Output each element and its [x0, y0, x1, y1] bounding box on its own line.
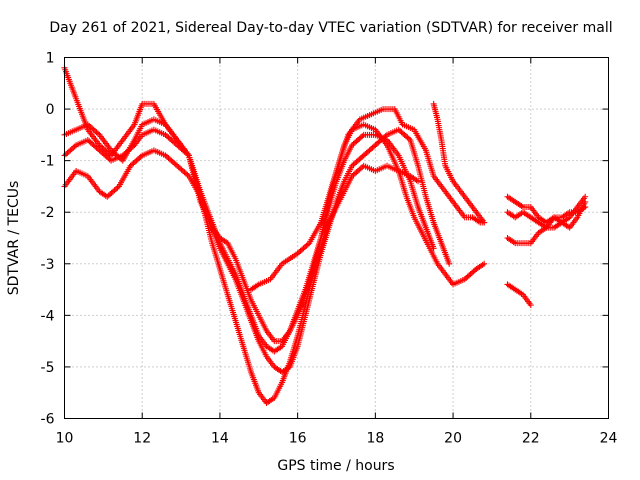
series-track-4	[61, 147, 422, 407]
y-tick-label: -5	[41, 360, 55, 376]
plot-frame	[64, 57, 609, 419]
y-axis-label: SDTVAR / TECUs	[6, 181, 22, 296]
x-tick-label: 22	[522, 431, 540, 447]
x-tick-label: 24	[600, 431, 618, 447]
x-tick-label: 12	[133, 431, 151, 447]
series-track-6	[430, 100, 488, 226]
series-track-7	[504, 281, 534, 309]
x-tick-label: 18	[366, 431, 384, 447]
data-point	[430, 245, 437, 252]
data-markers	[61, 64, 589, 407]
y-tick-label: -3	[41, 257, 55, 273]
y-tick-label: -4	[41, 308, 55, 324]
y-tick-label: -2	[41, 205, 55, 221]
grid-lines	[64, 57, 609, 419]
x-tick-label: 16	[289, 431, 307, 447]
y-tick-label: -1	[41, 154, 55, 170]
chart-title: Day 261 of 2021, Sidereal Day-to-day VTE…	[49, 20, 612, 36]
x-tick-label: 20	[444, 431, 462, 447]
series-track-5	[248, 106, 488, 293]
series-track-3	[61, 126, 453, 376]
series-track-1	[61, 64, 488, 355]
data-point	[481, 260, 488, 267]
y-tick-label: 0	[46, 102, 55, 118]
y-tick-labels: -6 -5 -4 -3 -2 -1 0 1	[41, 51, 55, 428]
data-point	[582, 193, 589, 200]
data-point	[582, 204, 589, 211]
y-tick-label: 1	[46, 51, 55, 67]
series-track-10	[504, 204, 589, 247]
x-tick-labels: 10 12 14 16 18 20 22 24	[56, 431, 618, 447]
data-point	[446, 260, 453, 267]
x-axis-label: GPS time / hours	[277, 458, 394, 474]
x-tick-label: 10	[56, 431, 74, 447]
data-point	[481, 219, 488, 226]
data-point	[582, 198, 589, 205]
data-point	[415, 178, 422, 185]
x-tick-label: 14	[211, 431, 229, 447]
y-tick-label: -6	[41, 412, 55, 428]
axis-ticks	[64, 57, 609, 419]
data-point	[527, 302, 534, 309]
